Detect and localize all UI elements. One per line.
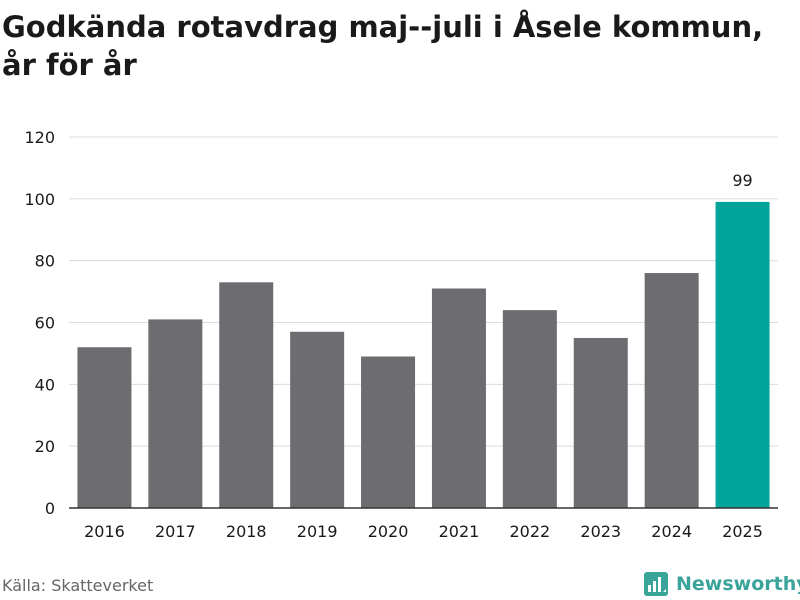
y-tick-label: 40 [35, 375, 55, 394]
bar [644, 273, 699, 508]
y-tick-label: 100 [24, 190, 55, 209]
x-tick-label: 2023 [580, 522, 621, 541]
chart-title: Godkända rotavdrag maj--juli i Åsele kom… [2, 10, 764, 82]
brand-name: Newsworthy [676, 573, 800, 595]
bar [715, 201, 770, 509]
bar [431, 288, 486, 508]
y-tick-label: 20 [35, 437, 55, 456]
bar [77, 347, 132, 508]
x-tick-label: 2019 [297, 522, 338, 541]
x-tick-label: 2018 [226, 522, 267, 541]
bar [573, 337, 628, 508]
bar [290, 331, 345, 508]
x-tick-label: 2016 [84, 522, 125, 541]
y-tick-label: 60 [35, 314, 55, 333]
brand-logo: Newsworthy [644, 568, 800, 600]
source-note: Källa: Skatteverket [2, 576, 154, 595]
data-label: 99 [732, 171, 752, 190]
y-tick-label: 120 [24, 128, 55, 147]
newsworthy-logo-icon [644, 572, 668, 596]
y-tick-label: 80 [35, 252, 55, 271]
x-tick-label: 2025 [722, 522, 763, 541]
x-tick-label: 2021 [439, 522, 480, 541]
bar [502, 310, 557, 508]
bar [361, 356, 416, 508]
x-tick-label: 2020 [368, 522, 409, 541]
x-tick-label: 2022 [509, 522, 550, 541]
x-tick-label: 2024 [651, 522, 692, 541]
bar [219, 282, 274, 508]
bar [148, 319, 203, 508]
y-tick-label: 0 [45, 499, 55, 518]
x-tick-label: 2017 [155, 522, 196, 541]
